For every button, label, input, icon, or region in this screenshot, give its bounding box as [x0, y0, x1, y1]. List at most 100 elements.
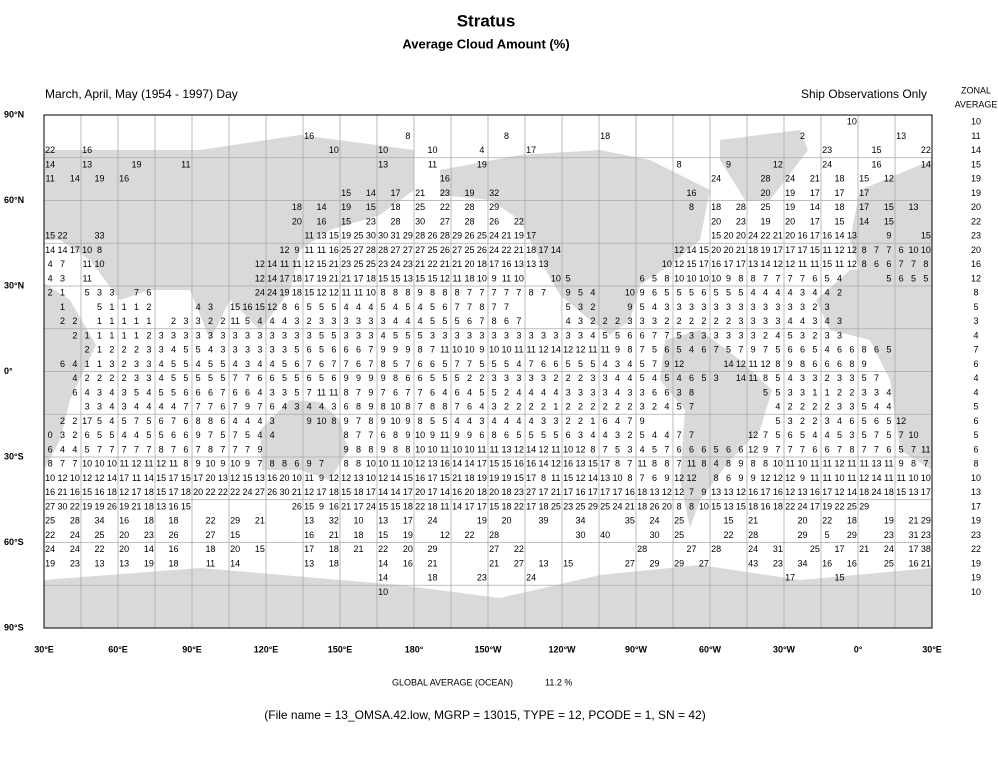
cell-value: 4: [393, 302, 398, 312]
cell-value: 39: [538, 516, 548, 526]
cell-value: 19: [514, 231, 524, 241]
cell-value: 14: [452, 501, 462, 511]
cell-value: 17: [353, 501, 363, 511]
cell-value: 2: [627, 402, 632, 412]
zonal-value: 19: [971, 573, 981, 583]
cell-value: 6: [886, 444, 891, 454]
cell-value: 11: [440, 430, 449, 440]
cell-value: 16: [501, 259, 511, 269]
cell-value: 12: [131, 459, 141, 469]
cell-value: 17: [70, 245, 80, 255]
cell-value: 11: [280, 259, 289, 269]
cell-value: 19: [477, 473, 487, 483]
cell-value: 20: [119, 530, 129, 540]
cell-value: 1: [590, 416, 595, 426]
cell-value: 5: [800, 430, 805, 440]
cell-value: 6: [788, 430, 793, 440]
cell-value: 16: [908, 558, 918, 568]
cell-value: 16: [168, 501, 178, 511]
cell-value: 4: [479, 402, 484, 412]
cell-value: 14: [144, 544, 154, 554]
cell-value: 40: [600, 530, 610, 540]
cell-value: 6: [664, 387, 669, 397]
cell-value: 13: [427, 459, 437, 469]
cell-value: 5: [701, 373, 706, 383]
cell-value: 6: [159, 416, 164, 426]
cell-value: 3: [368, 316, 373, 326]
cell-value: 3: [738, 302, 743, 312]
cell-value: 2: [590, 302, 595, 312]
cell-value: 22: [70, 501, 80, 511]
cell-value: 8: [208, 416, 213, 426]
cell-value: 7: [368, 430, 373, 440]
cell-value: 27: [440, 216, 450, 226]
cell-value: 3: [837, 316, 842, 326]
cell-value: 12: [760, 473, 770, 483]
cell-value: 9: [566, 288, 571, 298]
cell-value: 18: [168, 516, 178, 526]
cell-value: 7: [233, 444, 238, 454]
cell-value: 15: [181, 501, 191, 511]
cell-value: 4: [270, 316, 275, 326]
cell-value: 10: [82, 245, 92, 255]
cell-value: 15: [378, 530, 388, 540]
cell-value: 8: [405, 131, 410, 141]
cell-value: 12: [859, 473, 869, 483]
cell-value: 7: [738, 345, 743, 355]
cell-value: 5: [775, 416, 780, 426]
cell-value: 22: [57, 231, 67, 241]
cell-value: 7: [652, 330, 657, 340]
cell-value: 18: [353, 487, 363, 497]
cell-value: 27: [625, 558, 635, 568]
cell-value: 18: [501, 501, 511, 511]
cell-value: 2: [578, 402, 583, 412]
cell-value: 4: [874, 402, 879, 412]
cell-value: 17: [316, 487, 326, 497]
cell-value: 5: [97, 302, 102, 312]
cell-value: 35: [625, 516, 635, 526]
cell-value: 18: [600, 131, 610, 141]
cell-value: 4: [48, 259, 53, 269]
cell-value: 3: [640, 387, 645, 397]
cell-value: 14: [378, 573, 388, 583]
cell-value: 3: [751, 302, 756, 312]
cell-value: 5: [578, 288, 583, 298]
zonal-value: 19: [971, 188, 981, 198]
cell-value: 2: [566, 402, 571, 412]
cell-value: 20: [501, 516, 511, 526]
cell-value: 13: [797, 487, 807, 497]
cell-value: 23: [477, 573, 487, 583]
cell-value: 19: [82, 501, 92, 511]
cell-value: 4: [48, 273, 53, 283]
cell-value: 15: [304, 501, 314, 511]
cell-value: 13: [871, 459, 881, 469]
zonal-value: 5: [973, 402, 978, 412]
cell-value: 21: [452, 473, 462, 483]
cell-value: 5: [393, 359, 398, 369]
cell-value: 7: [874, 444, 879, 454]
cell-value: 19: [760, 216, 770, 226]
cell-value: 2: [208, 316, 213, 326]
cell-value: 7: [640, 345, 645, 355]
cell-value: 16: [304, 131, 314, 141]
cell-value: 9: [615, 345, 620, 355]
cell-value: 12: [94, 473, 104, 483]
cell-value: 25: [847, 501, 857, 511]
cell-value: 9: [196, 459, 201, 469]
cell-value: 15: [822, 259, 832, 269]
cell-value: 7: [714, 345, 719, 355]
cell-value: 1: [85, 330, 90, 340]
cell-value: 17: [736, 259, 746, 269]
cell-value: 5: [825, 273, 830, 283]
cell-value: 18: [538, 501, 548, 511]
cell-value: 11: [354, 288, 363, 298]
cell-value: 22: [230, 487, 240, 497]
cell-value: 14: [267, 273, 277, 283]
lat-label: 0°: [4, 366, 13, 376]
lon-label: 90°W: [625, 644, 648, 654]
cell-value: 11: [859, 459, 868, 469]
cell-value: 3: [344, 330, 349, 340]
cell-value: 3: [837, 402, 842, 412]
zonal-value: 11: [971, 131, 980, 141]
